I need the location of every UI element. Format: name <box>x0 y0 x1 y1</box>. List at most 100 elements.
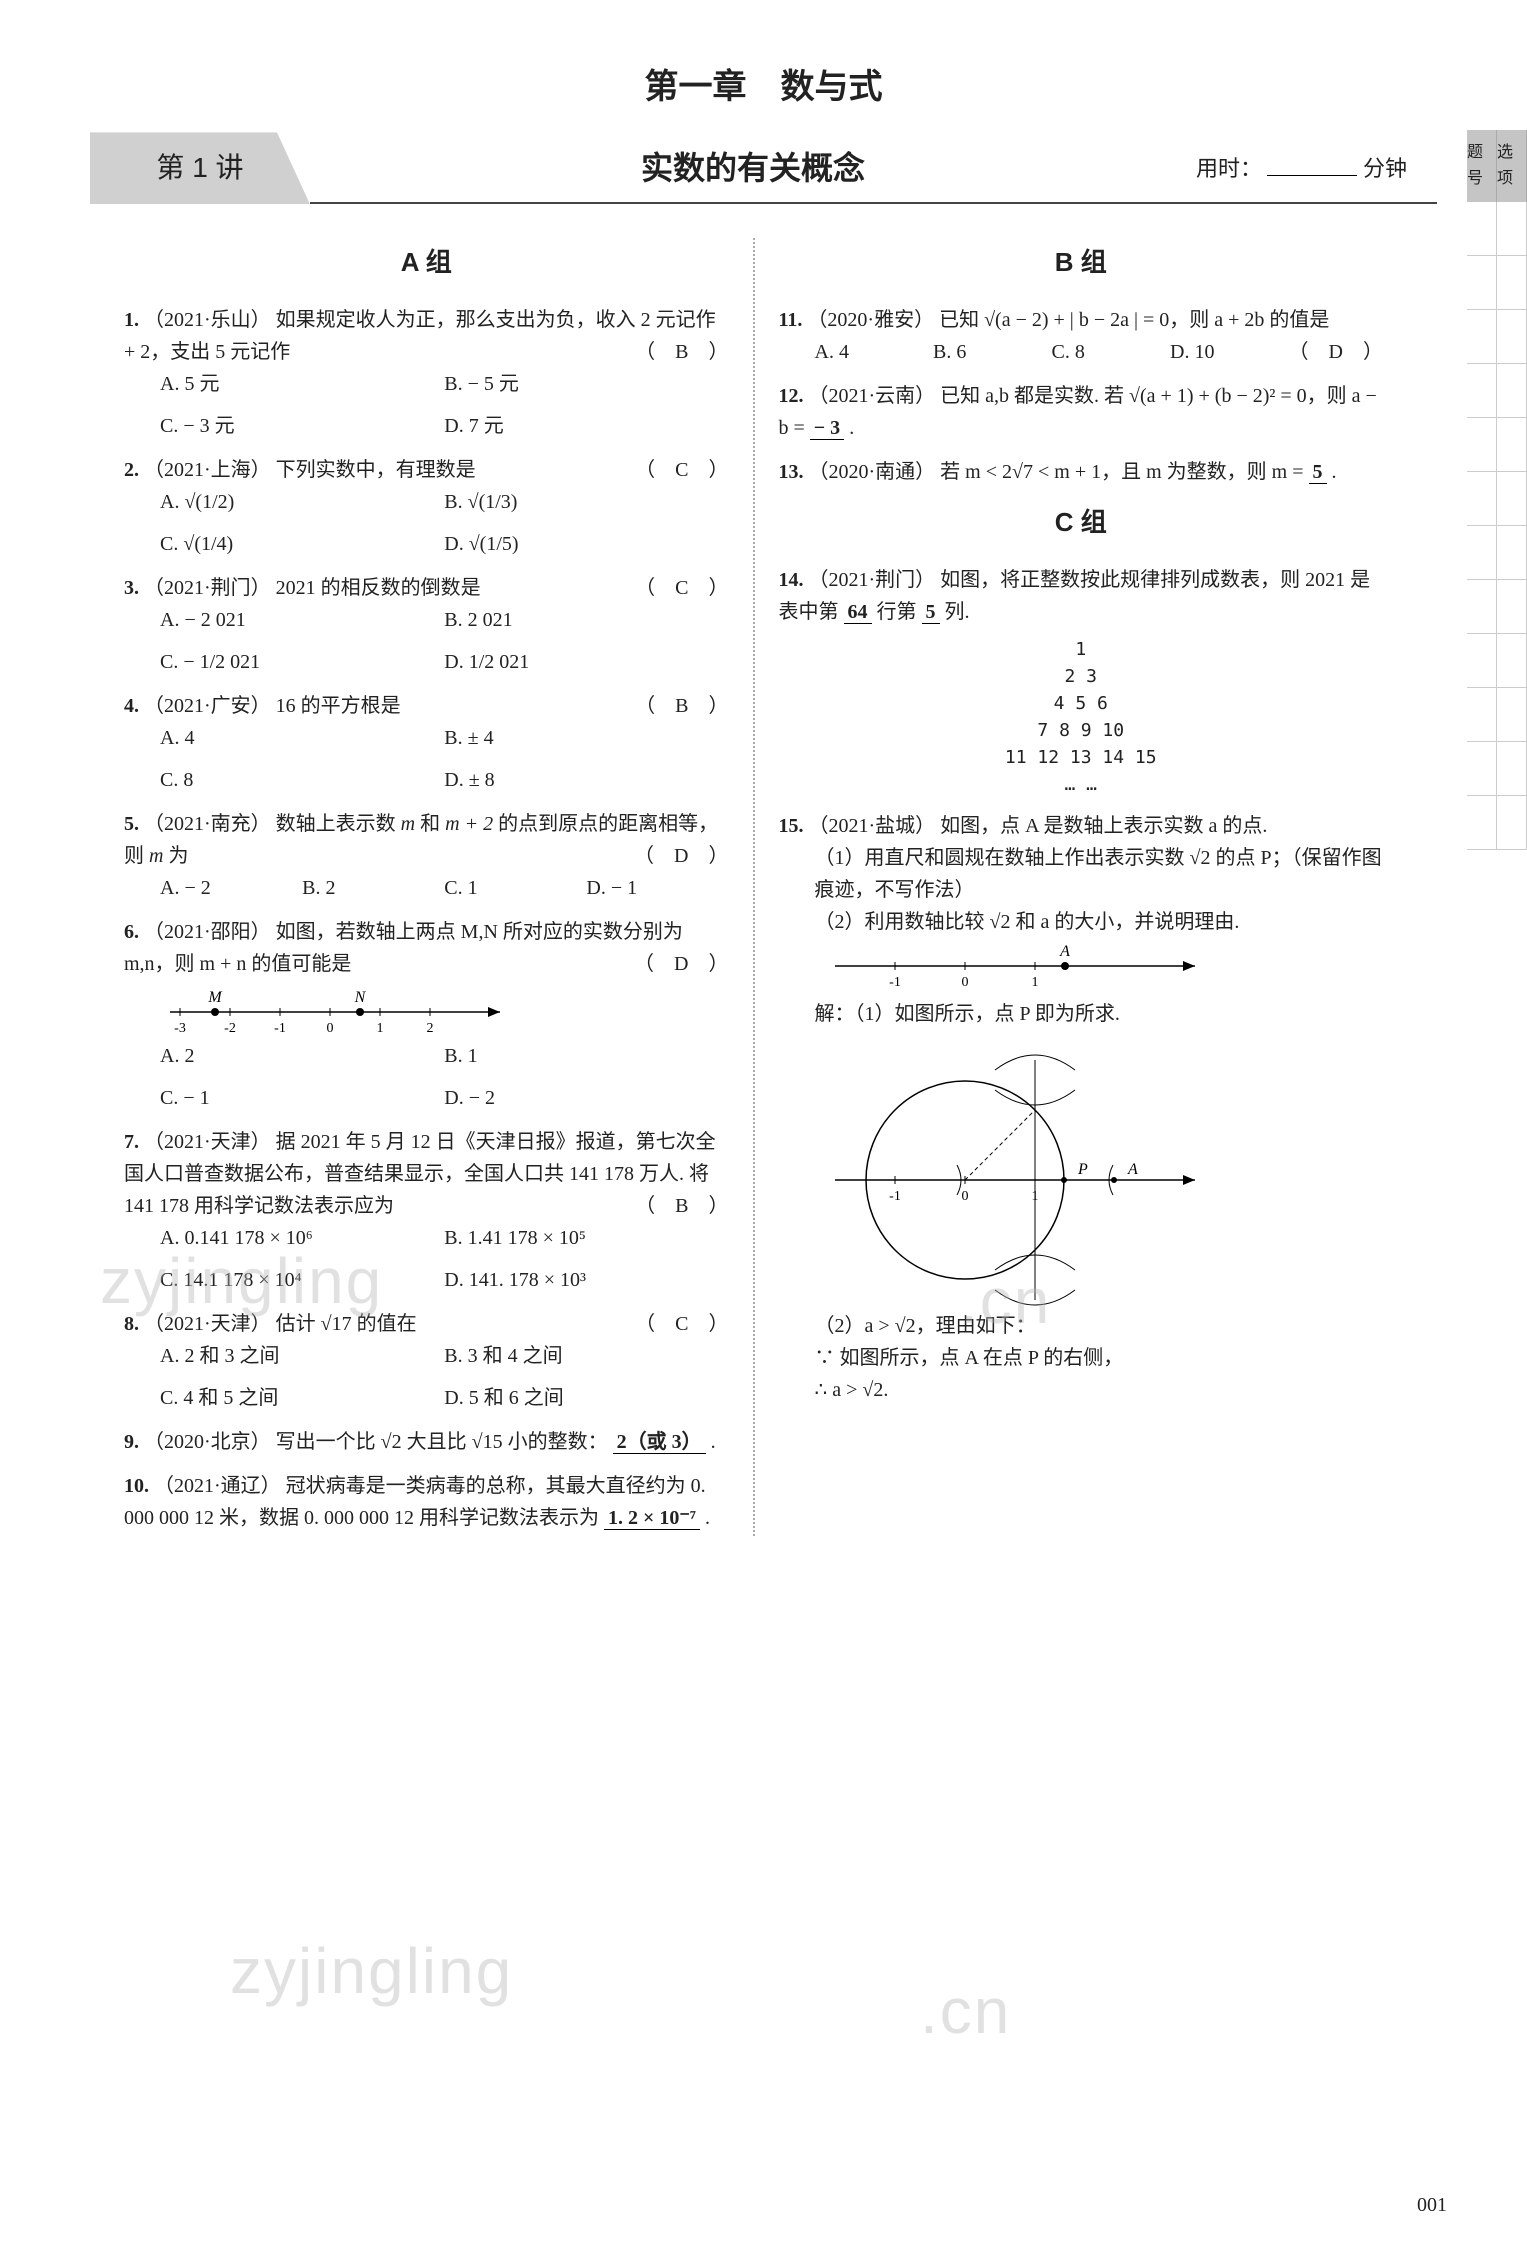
q6-opt-b: B. 1 <box>444 1040 728 1072</box>
time-suffix: 分钟 <box>1363 156 1407 181</box>
q5-opt-d: D. − 1 <box>586 872 728 904</box>
q9-blank: 2（或 3） <box>613 1431 706 1454</box>
question-11: 11. （2020·雅安） 已知 √(a − 2) + | b − 2a | =… <box>779 304 1384 368</box>
q10-src: （2021·通辽） <box>154 1475 281 1497</box>
q15-num: 15. <box>779 815 804 837</box>
question-2: 2. （2021·上海） 下列实数中，有理数是 （ C ） A. √(1/2) … <box>124 454 729 560</box>
q14-b1: 64 <box>844 601 872 624</box>
question-10: 10. （2021·通辽） 冠状病毒是一类病毒的总称，其最大直径约为 0. 00… <box>124 1470 729 1534</box>
q3-options: A. − 2 021 B. 2 021 C. − 1/2 021 D. 1/2 … <box>160 604 729 678</box>
svg-text:-2: -2 <box>224 1021 236 1036</box>
group-a-title: A 组 <box>124 242 729 284</box>
q4-src: （2021·广安） <box>144 695 271 717</box>
q2-opt-d: D. √(1/5) <box>444 528 728 560</box>
q1-num: 1. <box>124 309 139 331</box>
q4-opt-c: C. 8 <box>160 764 444 796</box>
q15-text: 如图，点 A 是数轴上表示实数 a 的点. <box>940 815 1267 837</box>
column-left: A 组 1. （2021·乐山） 如果规定收人为正，那么支出为负，收入 2 元记… <box>100 228 753 1546</box>
q9-text: 写出一个比 √2 大且比 √15 小的整数： <box>276 1431 608 1453</box>
question-14: 14. （2021·荆门） 如图，将正整数按此规律排列成数表，则 2021 是表… <box>779 564 1384 798</box>
q11-opt-c: C. 8 <box>1052 336 1171 368</box>
q10-num: 10. <box>124 1475 149 1497</box>
time-blank <box>1267 175 1357 176</box>
lecture-tab: 第 1 讲 <box>90 132 310 204</box>
q11-text: 已知 √(a − 2) + | b − 2a | = 0，则 a + 2b 的值… <box>939 309 1329 331</box>
q3-answer: （ C ） <box>635 572 728 604</box>
q13-blank: 5 <box>1309 461 1327 484</box>
q12-num: 12. <box>779 385 804 407</box>
q6-opt-a: A. 2 <box>160 1040 444 1072</box>
q12-end: . <box>849 417 854 439</box>
question-6: 6. （2021·邵阳） 如图，若数轴上两点 M,N 所对应的实数分别为 m,n… <box>124 916 729 1114</box>
q15-sol2-l3: ∴ a > √2. <box>815 1374 1384 1406</box>
group-b-title: B 组 <box>779 242 1384 284</box>
q3-opt-d: D. 1/2 021 <box>444 646 728 678</box>
q1-opt-b: B. − 5 元 <box>444 368 728 400</box>
q5-opt-a: A. − 2 <box>160 872 302 904</box>
q7-opt-b: B. 1.41 178 × 10⁵ <box>444 1222 728 1254</box>
q6-opt-d: D. − 2 <box>444 1082 728 1114</box>
q2-text: 下列实数中，有理数是 <box>276 459 476 481</box>
q12-blank: − 3 <box>810 417 844 440</box>
q14-num: 14. <box>779 569 804 591</box>
q2-src: （2021·上海） <box>144 459 271 481</box>
q2-opt-b: B. √(1/3) <box>444 486 728 518</box>
q8-num: 8. <box>124 1313 139 1335</box>
lecture-topic: 实数的有关概念 <box>310 143 1196 194</box>
q14-tc: 列. <box>945 601 970 623</box>
q15-src: （2021·盐城） <box>809 815 936 837</box>
svg-text:-1: -1 <box>889 1189 901 1204</box>
svg-text:-1: -1 <box>889 975 901 990</box>
q8-opt-a: A. 2 和 3 之间 <box>160 1340 444 1372</box>
q8-opt-b: B. 3 和 4 之间 <box>444 1340 728 1372</box>
q7-answer: （ B ） <box>635 1190 728 1222</box>
svg-text:2: 2 <box>427 1021 434 1036</box>
q1-opt-d: D. 7 元 <box>444 410 728 442</box>
q11-opt-a: A. 4 <box>815 336 934 368</box>
q14-b2: 5 <box>922 601 940 624</box>
q7-opt-a: A. 0.141 178 × 10⁶ <box>160 1222 444 1254</box>
svg-text:P: P <box>1076 1161 1087 1178</box>
q5-num: 5. <box>124 813 139 835</box>
q15-part2: （2）利用数轴比较 √2 和 a 的大小，并说明理由. <box>815 906 1384 938</box>
q11-src: （2020·雅安） <box>807 309 934 331</box>
watermark-4: .cn <box>920 1960 1011 2062</box>
answer-grid-header: 题号 选项 <box>1467 130 1527 202</box>
chapter-title: 第一章 数与式 <box>0 60 1527 114</box>
q13-end: . <box>1332 461 1337 483</box>
q10-blank: 1. 2 × 10⁻⁷ <box>604 1507 700 1530</box>
content-columns: A 组 1. （2021·乐山） 如果规定收人为正，那么支出为负，收入 2 元记… <box>100 228 1407 1546</box>
q4-opt-a: A. 4 <box>160 722 444 754</box>
svg-text:-3: -3 <box>174 1021 186 1036</box>
q7-src: （2021·天津） <box>144 1131 271 1153</box>
q8-text: 估计 √17 的值在 <box>276 1313 417 1335</box>
q1-src: （2021·乐山） <box>144 309 271 331</box>
q8-options: A. 2 和 3 之间 B. 3 和 4 之间 C. 4 和 5 之间 D. 5… <box>160 1340 729 1414</box>
question-15: 15. （2021·盐城） 如图，点 A 是数轴上表示实数 a 的点. （1）用… <box>779 810 1384 1406</box>
page: 第一章 数与式 第 1 讲 实数的有关概念 用时： 分钟 题号 选项 A 组 1… <box>0 0 1527 2251</box>
grid-col-option: 选项 <box>1497 130 1527 202</box>
q5-td: 为 <box>168 845 188 867</box>
svg-text:0: 0 <box>961 1189 968 1204</box>
q8-opt-d: D. 5 和 6 之间 <box>444 1382 728 1414</box>
q10-end: . <box>705 1507 710 1529</box>
group-c-title: C 组 <box>779 502 1384 544</box>
question-12: 12. （2021·云南） 已知 a,b 都是实数. 若 √(a + 1) + … <box>779 380 1384 444</box>
q14-src: （2021·荆门） <box>809 569 936 591</box>
q6-answer: （ D ） <box>634 948 728 980</box>
q4-answer: （ B ） <box>635 690 728 722</box>
q13-num: 13. <box>779 461 804 483</box>
lecture-bar: 第 1 讲 实数的有关概念 用时： 分钟 <box>90 132 1437 204</box>
q5-opt-b: B. 2 <box>302 872 444 904</box>
q5-answer: （ D ） <box>634 840 728 872</box>
q2-opt-c: C. √(1/4) <box>160 528 444 560</box>
svg-text:N: N <box>354 989 367 1006</box>
q5-tb: 和 <box>420 813 445 835</box>
time-prefix: 用时： <box>1196 156 1262 181</box>
svg-text:1: 1 <box>377 1021 384 1036</box>
q8-src: （2021·天津） <box>144 1313 271 1335</box>
q15-part1: （1）用直尺和圆规在数轴上作出表示实数 √2 的点 P；（保留作图痕迹，不写作法… <box>815 842 1384 906</box>
q14-tb: 行第 <box>877 601 922 623</box>
q7-opt-d: D. 141. 178 × 10³ <box>444 1264 728 1296</box>
q7-opt-c: C. 14.1 178 × 10⁴ <box>160 1264 444 1296</box>
